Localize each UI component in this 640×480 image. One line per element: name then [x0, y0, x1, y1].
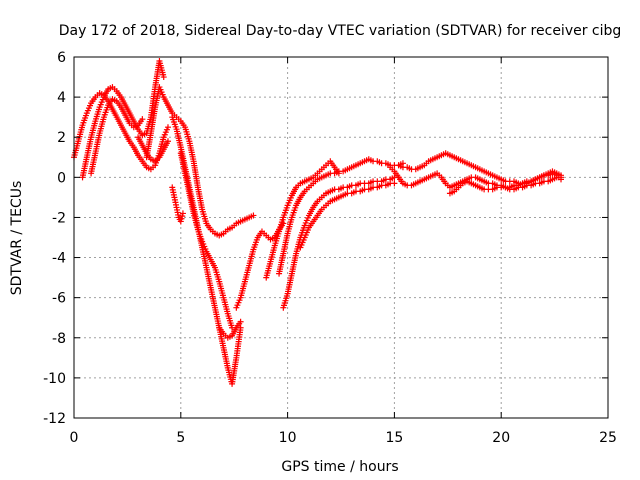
x-tick-label: 0 — [70, 430, 79, 446]
series-sat-16 — [169, 184, 186, 225]
series-sat-10 — [276, 156, 406, 277]
grid — [74, 57, 608, 418]
x-tick-label: 10 — [279, 430, 297, 446]
y-tick-label: 2 — [57, 130, 66, 146]
series-sat-11 — [263, 158, 342, 281]
data-point — [179, 213, 186, 220]
data-point — [177, 218, 184, 225]
series-sat-4 — [143, 84, 257, 239]
series-sat-17 — [135, 134, 171, 165]
data-point — [164, 124, 171, 131]
data-point — [160, 74, 167, 81]
x-tick-label: 15 — [385, 430, 403, 446]
y-tick-label: -8 — [52, 331, 66, 347]
chart-title: Day 172 of 2018, Sidereal Day-to-day VTE… — [59, 23, 622, 39]
y-tick-label: 6 — [57, 50, 66, 66]
plot-frame — [73, 56, 609, 419]
series-sat-3 — [88, 96, 146, 177]
x-tick-label: 25 — [599, 430, 617, 446]
y-tick-label: -6 — [52, 291, 66, 307]
series-sat-7 — [216, 318, 244, 341]
series-sat-14 — [297, 180, 398, 251]
data-marks — [71, 58, 565, 387]
y-tick-label: 4 — [57, 90, 66, 106]
data-point — [178, 215, 185, 222]
data-point — [335, 170, 342, 177]
data-point — [164, 138, 171, 145]
series-sat-12 — [395, 150, 565, 187]
data-point — [179, 210, 186, 217]
series-sat-6 — [177, 150, 236, 331]
x-tick-label: 20 — [492, 430, 510, 446]
y-axis-label: SDTVAR / TECUs — [9, 181, 25, 296]
axis-ticks: 0 5 10 15 20 25 -12 -10 -8 -6 -4 -2 0 2 4 6 — [43, 50, 617, 446]
data-point — [237, 318, 244, 325]
series-sat-9 — [280, 174, 402, 311]
series-sat-15 — [446, 174, 565, 197]
y-tick-label: -2 — [52, 210, 66, 226]
series-sat-2 — [79, 58, 167, 181]
y-tick-label: -4 — [52, 251, 66, 267]
x-axis-label: GPS time / hours — [281, 459, 398, 475]
y-tick-label: -12 — [43, 411, 66, 427]
data-point — [391, 180, 398, 187]
x-tick-label: 5 — [176, 430, 185, 446]
data-point — [139, 116, 146, 123]
y-tick-label: 0 — [57, 170, 66, 186]
data-point — [558, 174, 565, 181]
data-point — [250, 212, 257, 219]
y-tick-label: -10 — [43, 371, 66, 387]
